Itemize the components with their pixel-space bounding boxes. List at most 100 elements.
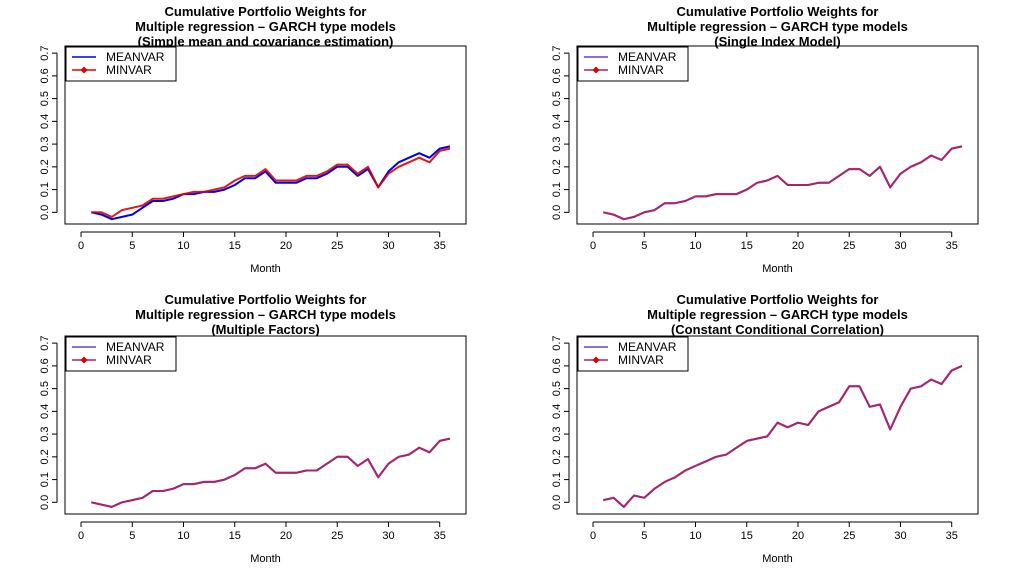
x-tick-label: 35 [946,530,958,542]
x-tick-label: 25 [331,530,343,542]
legend-marker-diamond [80,66,88,74]
y-tick-label: 0.3 [551,136,563,151]
x-tick-label: 15 [741,530,753,542]
series-line-minvar [91,147,451,218]
chart-title-line: Multiple regression – GARCH type models [135,307,396,322]
x-tick-label: 5 [641,530,647,542]
y-tick-label: 0.3 [39,426,51,441]
x-tick-label: 20 [280,530,292,542]
y-tick-label: 0.3 [39,136,51,151]
chart-panel-1: Cumulative Portfolio Weights forMultiple… [39,4,467,275]
series-line-minvar [91,437,451,508]
y-tick-label: 0.7 [551,335,563,350]
y-tick-label: 0.0 [39,205,51,220]
series-line-meanvar [91,145,451,221]
x-tick-label: 10 [689,240,701,252]
y-tick-label: 0.5 [39,91,51,106]
legend-box [65,46,177,82]
y-tick-label: 0.1 [551,472,563,487]
y-tick-label: 0.7 [551,45,563,60]
x-tick-label: 25 [331,240,343,252]
x-tick-label: 30 [894,530,906,542]
x-tick-label: 30 [382,530,394,542]
x-tick-label: 5 [129,530,135,542]
x-tick-label: 10 [689,530,701,542]
legend-label-minvar: MINVAR [618,63,664,77]
y-tick-label: 0.6 [551,68,563,83]
x-tick-label: 5 [641,240,647,252]
y-tick-label: 0.4 [551,404,563,419]
chart-title-line: Multiple regression – GARCH type models [647,307,908,322]
legend-label-minvar: MINVAR [106,353,152,367]
plot-frame [64,335,467,515]
chart-title-line: Multiple regression – GARCH type models [647,19,908,34]
chart-title-line: Multiple regression – GARCH type models [135,19,396,34]
x-tick-label: 15 [741,240,753,252]
x-tick-label: 0 [78,240,84,252]
x-tick-label: 25 [843,240,855,252]
y-tick-label: 0.4 [39,404,51,419]
x-tick-label: 0 [78,530,84,542]
chart-title-line: (Single Index Model) [714,34,840,49]
y-tick-label: 0.1 [551,182,563,197]
y-tick-label: 0.5 [551,91,563,106]
x-tick-label: 10 [177,240,189,252]
legend-marker-diamond [592,66,600,74]
x-tick-label: 35 [434,530,446,542]
y-tick-label: 0.3 [551,426,563,441]
x-axis-label: Month [762,263,793,275]
legend-label-meanvar: MEANVAR [106,340,165,354]
x-tick-label: 0 [590,240,596,252]
legend-box [577,46,689,82]
chart-panel-2: Cumulative Portfolio Weights forMultiple… [551,4,979,275]
y-tick-label: 0.4 [39,114,51,129]
x-tick-label: 30 [894,240,906,252]
x-tick-label: 25 [843,530,855,542]
chart-panel-4: Cumulative Portfolio Weights forMultiple… [551,292,979,565]
y-tick-label: 0.7 [39,45,51,60]
y-tick-label: 0.2 [551,159,563,174]
chart-title-line: Cumulative Portfolio Weights for [165,292,367,307]
y-tick-label: 0.6 [39,358,51,373]
chart-title-line: Cumulative Portfolio Weights for [677,292,879,307]
plot-frame [64,45,467,225]
x-tick-label: 20 [792,240,804,252]
x-tick-label: 35 [946,240,958,252]
y-tick-label: 0.5 [551,381,563,396]
series-line-minvar [603,364,963,508]
legend-label-meanvar: MEANVAR [618,50,677,64]
y-tick-label: 0.0 [39,495,51,510]
y-tick-label: 0.4 [551,114,563,129]
y-tick-label: 0.1 [39,472,51,487]
chart-title-line: (Constant Conditional Correlation) [671,322,884,337]
x-tick-label: 15 [229,240,241,252]
x-tick-label: 20 [280,240,292,252]
chart-panel-3: Cumulative Portfolio Weights forMultiple… [39,292,467,565]
x-tick-label: 20 [792,530,804,542]
y-tick-label: 0.2 [551,449,563,464]
legend-label-meanvar: MEANVAR [106,50,165,64]
legend-label-minvar: MINVAR [106,63,152,77]
chart-title-line: (Multiple Factors) [211,322,319,337]
chart-title-line: (Simple mean and covariance estimation) [138,34,394,49]
legend-marker-diamond [80,356,88,364]
chart-title-line: Cumulative Portfolio Weights for [165,4,367,19]
y-tick-label: 0.7 [39,335,51,350]
legend-box [577,336,689,372]
x-axis-label: Month [762,553,793,565]
y-tick-label: 0.0 [551,205,563,220]
x-tick-label: 30 [382,240,394,252]
x-tick-label: 15 [229,530,241,542]
y-tick-label: 0.2 [39,449,51,464]
x-tick-label: 0 [590,530,596,542]
chart-title-line: Cumulative Portfolio Weights for [677,4,879,19]
x-tick-label: 35 [434,240,446,252]
y-tick-label: 0.0 [551,495,563,510]
y-tick-label: 0.1 [39,182,51,197]
legend-label-minvar: MINVAR [618,353,664,367]
x-axis-label: Month [250,263,281,275]
x-axis-label: Month [250,553,281,565]
y-tick-label: 0.6 [39,68,51,83]
y-tick-label: 0.5 [39,381,51,396]
